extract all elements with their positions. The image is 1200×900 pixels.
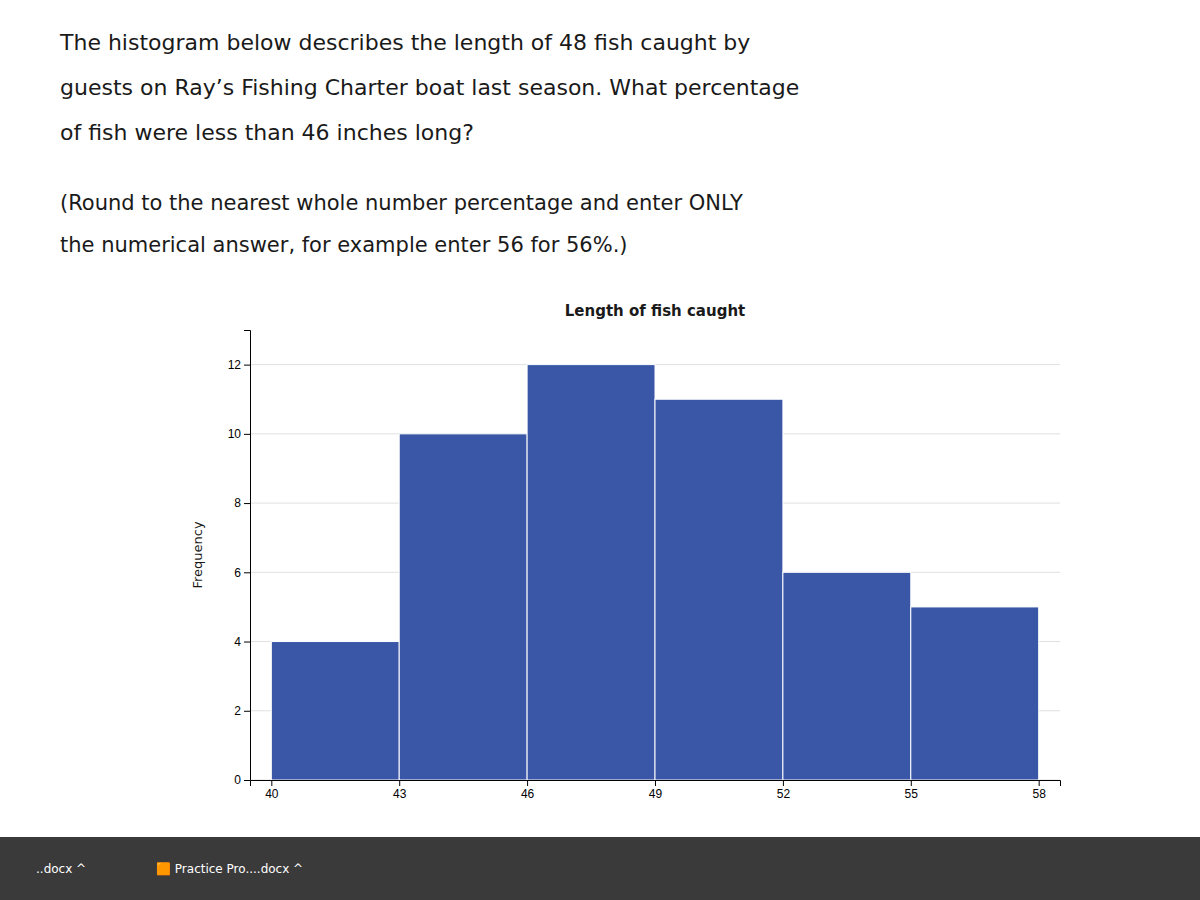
y-tick-label: 10 [228, 427, 242, 441]
taskbar [0, 837, 1200, 900]
x-tick-label: 40 [265, 787, 279, 801]
y-tick-label: 0 [234, 773, 241, 787]
plot: 40434649525558024681012Length of fish ca… [190, 302, 1061, 801]
x-tick-mark [655, 780, 656, 786]
x-tick: 40 [265, 780, 279, 801]
taskbar-text: 🟧 Practice Pro....docx ^ [156, 862, 303, 876]
y-tick-label: 4 [234, 635, 241, 649]
x-tick-mark [527, 780, 528, 786]
y-tick-mark [244, 711, 250, 712]
bar [399, 434, 527, 780]
x-tick-mark [1039, 780, 1040, 786]
y-tick: 0 [234, 773, 250, 787]
y-tick-label: 8 [234, 496, 241, 510]
question-text: the numerical answer, for example enter … [60, 233, 628, 257]
y-tick: 6 [234, 566, 250, 580]
bar [783, 572, 911, 780]
x-tick-label: 43 [393, 787, 407, 801]
grid [250, 365, 1060, 780]
y-axis-title: Frequency [190, 521, 205, 588]
y-tick-label: 6 [234, 566, 241, 580]
y-axis-line [244, 331, 251, 781]
taskbar-text: ..docx ^ [36, 862, 86, 876]
question-text: The histogram below describes the length… [59, 30, 750, 55]
question-text: (Round to the nearest whole number perce… [60, 191, 743, 215]
y-tick: 12 [228, 358, 250, 372]
y-tick-mark [244, 434, 250, 435]
x-tick: 55 [905, 780, 919, 801]
x-tick-mark [911, 780, 912, 786]
question-text: of fish were less than 46 inches long? [60, 120, 474, 145]
x-tick: 52 [777, 780, 791, 801]
bars [271, 365, 1038, 780]
question-text: guests on Ray’s Fishing Charter boat las… [60, 75, 799, 100]
chart-root: The histogram below describes the length… [0, 0, 1200, 900]
bar [655, 399, 783, 780]
x-tick-label: 52 [777, 787, 791, 801]
x-tick-label: 55 [905, 787, 919, 801]
bar [911, 607, 1039, 780]
x-tick-mark [399, 780, 400, 786]
bar [271, 642, 399, 780]
y-tick-mark [244, 572, 250, 573]
y-tick-label: 2 [234, 704, 241, 718]
x-tick: 58 [1033, 780, 1047, 801]
y-axis: 0 2 4 6 8 10 12 [228, 331, 251, 788]
bar [527, 365, 655, 780]
y-tick: 4 [234, 635, 250, 649]
y-tick: 10 [228, 427, 250, 441]
x-tick-label: 49 [649, 787, 663, 801]
x-axis: 40 43 46 49 52 55 58 [251, 780, 1061, 801]
y-tick-mark [244, 365, 250, 366]
x-tick: 43 [393, 780, 407, 801]
x-tick-mark [783, 780, 784, 786]
x-tick-mark [271, 780, 272, 786]
x-tick-label: 58 [1033, 787, 1047, 801]
y-tick-label: 12 [228, 358, 242, 372]
x-tick: 49 [649, 780, 663, 801]
y-tick-mark [244, 503, 250, 504]
y-tick-mark [244, 642, 250, 643]
chart-title: Length of fish caught [565, 302, 746, 320]
y-tick: 8 [234, 496, 250, 510]
x-tick: 46 [521, 780, 535, 801]
x-axis-line [251, 781, 1061, 787]
y-tick: 2 [234, 704, 250, 718]
x-tick-label: 46 [521, 787, 535, 801]
y-tick-mark [244, 780, 250, 781]
